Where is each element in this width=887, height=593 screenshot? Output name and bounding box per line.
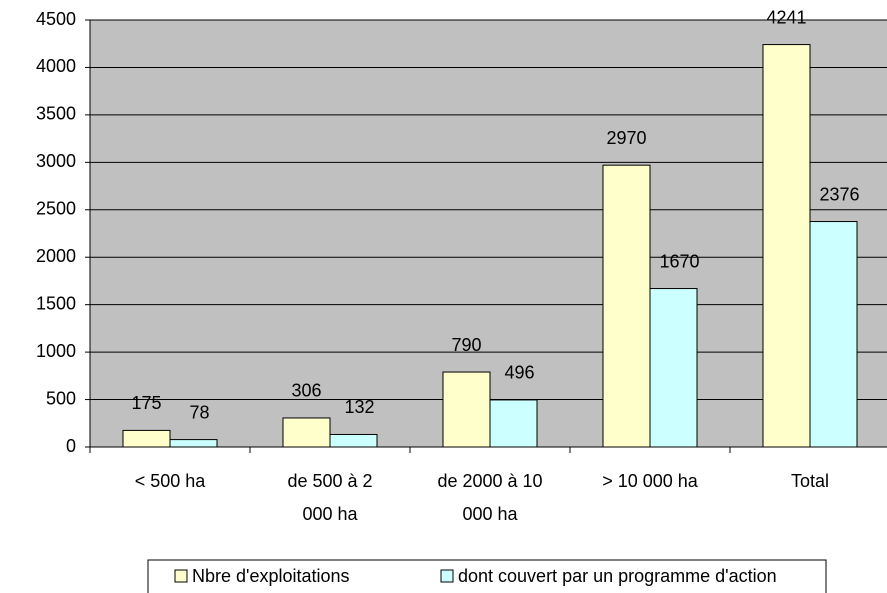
x-tick-label: de 2000 à 10 000 ha <box>437 471 542 524</box>
x-tick-label: Total <box>791 471 829 491</box>
data-label: 132 <box>344 397 374 417</box>
data-label: 2970 <box>606 128 646 148</box>
data-label: 2376 <box>819 184 859 204</box>
legend-box <box>147 559 827 593</box>
bar <box>762 44 811 448</box>
legend-label: Nbre d'exploitations <box>192 566 350 586</box>
y-tick-label: 500 <box>46 388 76 408</box>
bar <box>649 288 698 448</box>
bar <box>169 439 218 448</box>
data-label: 790 <box>451 335 481 355</box>
y-tick-label: 2500 <box>36 199 76 219</box>
y-tick-label: 0 <box>66 436 76 456</box>
x-tick-label: < 500 ha <box>135 471 207 491</box>
bar <box>282 417 331 448</box>
bar <box>809 221 858 448</box>
y-tick-label: 4000 <box>36 56 76 76</box>
x-tick-label: > 10 000 ha <box>602 471 699 491</box>
y-tick-label: 3000 <box>36 151 76 171</box>
data-label: 496 <box>504 363 534 383</box>
data-label: 175 <box>131 393 161 413</box>
bar <box>122 429 171 448</box>
bar <box>442 371 491 448</box>
y-tick-label: 1000 <box>36 341 76 361</box>
y-tick-label: 4500 <box>36 9 76 29</box>
y-tick-label: 1500 <box>36 293 76 313</box>
data-label: 4241 <box>766 7 806 27</box>
legend-swatch <box>440 569 454 583</box>
x-tick-label: de 500 à 2 000 ha <box>287 471 372 524</box>
data-label: 78 <box>189 402 209 422</box>
bar <box>602 164 651 448</box>
data-label: 306 <box>291 381 321 401</box>
y-tick-label: 3500 <box>36 104 76 124</box>
y-tick-label: 2000 <box>36 246 76 266</box>
legend-label: dont couvert par un programme d'action <box>458 566 777 586</box>
legend-swatch <box>174 569 188 583</box>
bar <box>489 399 538 448</box>
data-label: 1670 <box>659 251 699 271</box>
legend: Nbre d'exploitations dont couvert par un … <box>147 559 827 593</box>
bar <box>329 433 378 448</box>
